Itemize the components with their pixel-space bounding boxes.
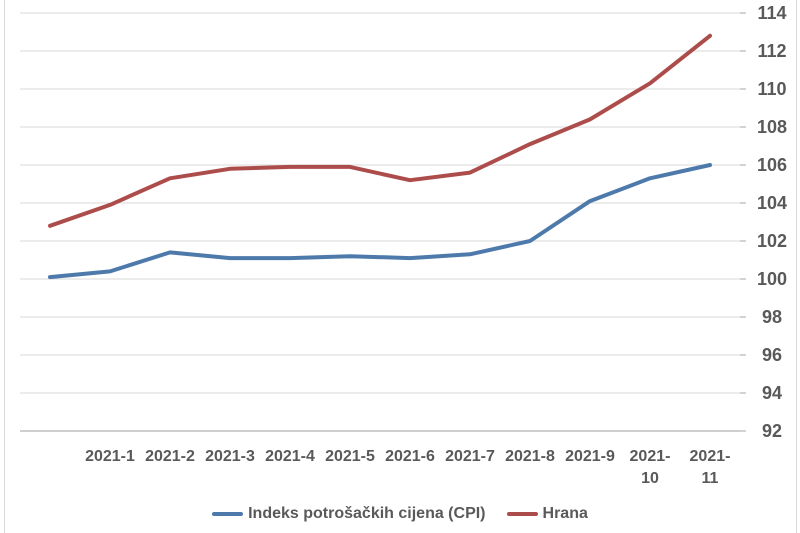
y-axis-tick-label: 106 [756, 155, 788, 175]
y-axis-tick-label: 110 [757, 79, 787, 99]
legend-item-cpi: Indeks potrošačkih cijena (CPI) [212, 505, 486, 523]
y-axis-tick-label: 94 [761, 383, 783, 403]
x-axis-tick-label: 2021-1 [85, 448, 135, 465]
series-line-cpi [48, 163, 712, 280]
legend-item-hrana: Hrana [506, 505, 588, 523]
legend-line-hrana-icon [506, 512, 538, 516]
series-line-hrana [48, 33, 712, 228]
x-axis-tick-label: 2021-4 [265, 448, 315, 465]
x-axis-tick-label: 2021-9 [565, 448, 615, 465]
y-axis-tick-label: 96 [761, 345, 783, 365]
y-axis-tick-label: 112 [757, 41, 787, 61]
x-axis-tick-label: 2021- 10 [629, 448, 671, 487]
legend-line-cpi-icon [212, 512, 244, 516]
x-axis-tick-label: 2021-3 [205, 448, 255, 465]
y-axis-tick-label: 108 [756, 117, 788, 137]
y-axis-tick-label: 92 [761, 421, 783, 441]
x-axis-tick-label: 2021-7 [445, 448, 495, 465]
y-axis-tick-label: 100 [756, 269, 788, 289]
x-axis-tick-label: 2021- 11 [689, 448, 731, 487]
y-axis-tick-label: 102 [756, 231, 788, 251]
legend-label-hrana: Hrana [542, 505, 588, 522]
x-axis-tick-label: 2021-2 [145, 448, 195, 465]
x-axis-tick-label: 2021-6 [385, 448, 435, 465]
y-axis-tick-label: 104 [756, 193, 788, 213]
y-axis-tick-label: 98 [761, 307, 783, 327]
y-axis-tick-label: 114 [757, 3, 787, 23]
legend-label-cpi: Indeks potrošačkih cijena (CPI) [248, 505, 486, 522]
legend: Indeks potrošačkih cijena (CPI) Hrana [0, 501, 800, 527]
x-axis-tick-label: 2021-8 [505, 448, 555, 465]
x-axis-tick-label: 2021-5 [325, 448, 375, 465]
